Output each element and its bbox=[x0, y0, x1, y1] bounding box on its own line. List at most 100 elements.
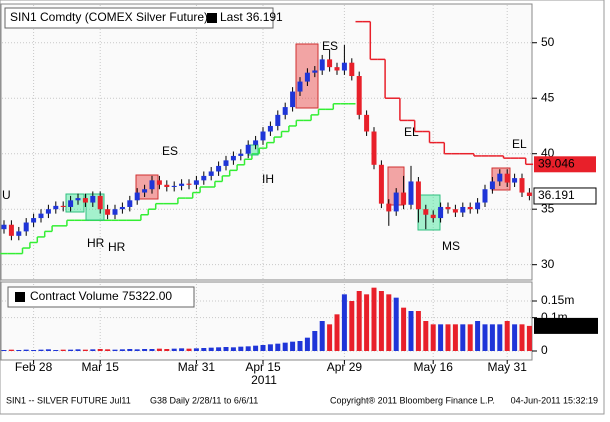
year-label: 2011 bbox=[251, 373, 277, 387]
volume-bar bbox=[327, 324, 333, 351]
volume-bar bbox=[408, 311, 414, 351]
volume-bar bbox=[297, 341, 303, 351]
volume-bar bbox=[393, 297, 399, 351]
footer: 04-Jun-2011 15:32:19 bbox=[511, 395, 598, 405]
volume-bar bbox=[208, 347, 214, 351]
x-tick-label: May 31 bbox=[488, 360, 528, 374]
candle-body bbox=[112, 209, 118, 215]
volume-bar bbox=[401, 307, 407, 351]
volume-tag-label: 75322.00 bbox=[536, 318, 586, 332]
volume-bar bbox=[312, 331, 318, 351]
volume-bar bbox=[290, 341, 296, 351]
candle-body bbox=[512, 178, 518, 183]
volume-bar bbox=[423, 321, 429, 351]
volume-bar bbox=[90, 349, 96, 351]
candle-body bbox=[31, 218, 37, 223]
volume-bar bbox=[164, 349, 170, 351]
candle-body bbox=[460, 206, 466, 213]
pattern-box bbox=[417, 194, 441, 231]
candle-body bbox=[304, 72, 310, 82]
y-tick-label: 45 bbox=[541, 90, 555, 104]
volume-bar bbox=[415, 311, 421, 351]
candle-body bbox=[349, 62, 355, 77]
volume-tag bbox=[534, 317, 598, 334]
volume-bar bbox=[519, 324, 525, 351]
candle-body bbox=[267, 125, 273, 132]
candle-body bbox=[282, 107, 288, 115]
volume-bar bbox=[371, 287, 377, 351]
volume-bar bbox=[179, 348, 185, 351]
last-price-tag bbox=[533, 187, 597, 205]
candle-body bbox=[75, 198, 81, 201]
volume-bar bbox=[430, 324, 436, 351]
x-tick-label: Feb 28 bbox=[15, 360, 53, 374]
annotation: EL bbox=[404, 125, 419, 139]
volume-bar bbox=[134, 349, 140, 351]
candle-body bbox=[193, 180, 199, 185]
volume-legend: Contract Volume 75322.00 bbox=[30, 289, 172, 303]
candle-body bbox=[1, 224, 7, 230]
volume-bar bbox=[105, 349, 111, 351]
volume-bar bbox=[438, 324, 444, 351]
candle-body bbox=[290, 91, 296, 108]
volume-bar bbox=[378, 291, 384, 351]
candle-body bbox=[386, 203, 392, 212]
annotation: HR bbox=[87, 236, 105, 250]
candle-body bbox=[519, 178, 525, 193]
candle-body bbox=[149, 180, 155, 190]
candle-body bbox=[467, 206, 473, 210]
volume-bar bbox=[282, 342, 288, 351]
candle-body bbox=[275, 114, 281, 126]
candle-body bbox=[438, 206, 444, 219]
volume-bar bbox=[238, 346, 244, 351]
volume-bar bbox=[526, 325, 532, 351]
volume-bar bbox=[475, 321, 481, 351]
volume-bar bbox=[38, 349, 44, 351]
legend-swatch bbox=[207, 13, 217, 23]
volume-bar bbox=[489, 324, 495, 351]
volume-bar bbox=[16, 350, 22, 351]
candle-body bbox=[119, 206, 125, 210]
candle-body bbox=[497, 173, 503, 182]
volume-bar bbox=[467, 324, 473, 351]
x-tick-label: Apr 29 bbox=[327, 360, 363, 374]
volume-bar bbox=[452, 324, 458, 351]
volume-bar bbox=[497, 324, 503, 351]
volume-bar bbox=[275, 343, 281, 351]
volume-bar bbox=[97, 349, 103, 351]
candle-body bbox=[445, 206, 451, 210]
candle-body bbox=[238, 153, 244, 156]
candle-body bbox=[327, 59, 333, 68]
volume-bar bbox=[156, 348, 162, 351]
volume-bar bbox=[186, 348, 192, 351]
candle-body bbox=[16, 231, 22, 236]
resistance-tag bbox=[534, 156, 596, 173]
volume-bar bbox=[504, 321, 510, 351]
candle-body bbox=[8, 224, 14, 236]
volume-bar bbox=[460, 324, 466, 351]
candle-body bbox=[393, 192, 399, 212]
candle-body bbox=[53, 205, 59, 210]
candle-body bbox=[475, 202, 481, 210]
candle-body bbox=[68, 200, 74, 207]
volume-bar bbox=[216, 347, 222, 351]
candle-body bbox=[45, 209, 51, 214]
candle-body bbox=[216, 165, 222, 172]
candle-body bbox=[201, 175, 207, 181]
candle-body bbox=[186, 183, 192, 185]
volume-tick-label: 0.15m bbox=[541, 293, 574, 307]
volume-bar bbox=[386, 294, 392, 351]
plot-layer: U HR HR ES IH ES EL MS EL bbox=[0, 5, 534, 360]
candle-body bbox=[208, 171, 214, 176]
candle-body bbox=[60, 205, 66, 207]
volume-bar bbox=[142, 349, 148, 351]
y-tick-label: 50 bbox=[541, 35, 555, 49]
chart-title: SIN1 Comdty (COMEX Silver Future) bbox=[10, 10, 208, 24]
volume-bar bbox=[1, 350, 7, 351]
candle-body bbox=[142, 189, 148, 193]
volume-bar bbox=[482, 324, 488, 351]
candle-body bbox=[23, 222, 29, 232]
volume-bar bbox=[193, 348, 199, 351]
